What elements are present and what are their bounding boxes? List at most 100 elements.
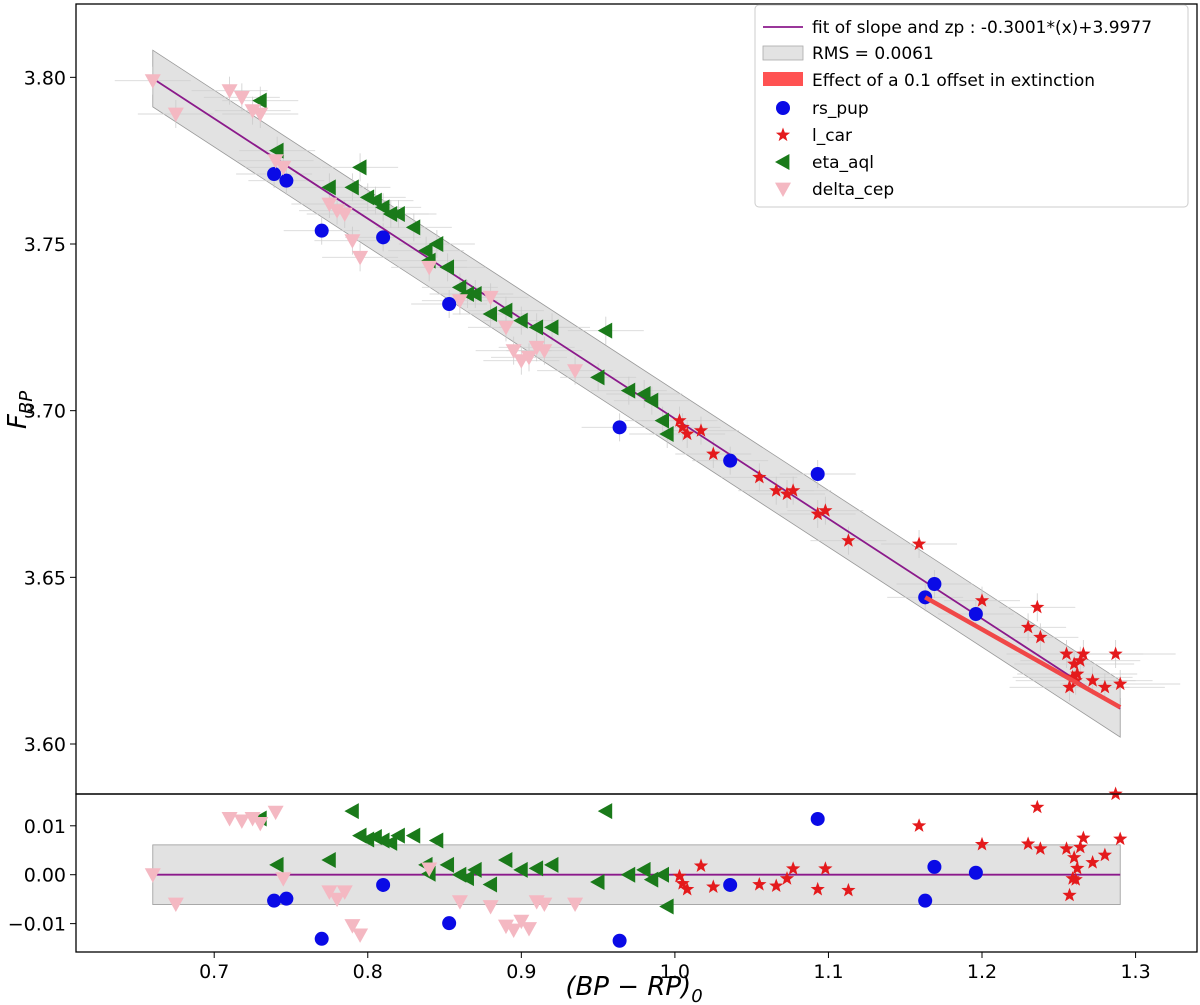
l-car-residual-point	[693, 858, 709, 872]
y-tick-label: 3.70	[24, 401, 66, 423]
l-car-residual-point	[810, 881, 825, 896]
rs-pup-point	[442, 297, 457, 311]
delta-cep-residual-point	[482, 900, 499, 915]
rs-pup-residual-point	[612, 933, 627, 948]
l-car-residual-point	[769, 878, 784, 892]
l-car-point	[1073, 653, 1088, 667]
delta-cep-point	[421, 260, 438, 276]
main-y-ticks: 3.60 3.65 3.70 3.75 3.80	[24, 67, 76, 756]
eta-aql-point	[344, 179, 359, 196]
delta-cep-residual-point	[536, 897, 553, 913]
eta-aql-residual-point	[590, 874, 605, 891]
delta-cep-point	[505, 344, 522, 359]
eta-aql-residual-point	[405, 827, 421, 844]
y-axis-label-main: F	[3, 413, 33, 429]
extinction-effect-line	[924, 595, 1122, 710]
l-car-residual-point	[786, 861, 801, 875]
eta-aql-point	[643, 392, 659, 409]
legend-rms-swatch	[762, 45, 804, 61]
delta-cep-point	[352, 250, 369, 266]
extinction-effect-segment	[924, 595, 1122, 710]
eta-aql-point	[367, 192, 382, 209]
delta-cep-point	[252, 107, 269, 122]
eta-aql-point	[252, 92, 267, 109]
delta-cep-point	[521, 350, 538, 366]
l-car-point	[672, 413, 687, 427]
eta-aql-point	[418, 242, 433, 259]
l-car-residual-point	[1076, 830, 1091, 845]
delta-cep-residual-point	[329, 892, 346, 908]
eta-aql-residual-point	[467, 861, 482, 878]
delta-cep-residual-point	[267, 805, 284, 821]
eta-aql-point	[439, 259, 455, 276]
l-car-residual-point	[1085, 855, 1100, 869]
legend-eta-aql-label: eta_aql	[812, 153, 874, 173]
delta-cep-point	[233, 90, 250, 106]
main-panel: 3.60 3.65 3.70 3.75 3.80 FBP fit of slope an…	[3, 3, 1198, 795]
eta-aql-point	[544, 319, 559, 336]
delta-cep-residual-point	[513, 914, 530, 930]
rs-pup-point	[723, 453, 738, 468]
eta-aql-point	[528, 319, 544, 336]
x-axis-label-main: (BP − RP)	[565, 972, 691, 1002]
delta-cep-point	[536, 344, 553, 359]
residual-y-ticks: −0.01 0.00 0.01	[8, 816, 76, 936]
eta-aql-residual-point	[390, 827, 405, 844]
eta-aql-point	[513, 312, 528, 329]
eta-aql-point	[620, 382, 636, 399]
residual-y-tick-label: 0.00	[24, 865, 66, 887]
residual-points	[144, 786, 1128, 948]
eta-aql-residual-point	[428, 832, 444, 849]
l-car-point	[675, 419, 690, 434]
l-car-residual-point	[911, 818, 927, 832]
x-tick-label: 1.1	[813, 961, 843, 983]
legend-rs-pup-marker	[776, 101, 790, 115]
eta-aql-point	[497, 302, 513, 319]
eta-aql-residual-point	[636, 861, 651, 878]
l-car-residual-point	[779, 871, 795, 885]
legend-eta-aql-marker	[775, 154, 790, 170]
rs-pup-residual-point	[918, 893, 933, 908]
rs-pup-residual-point	[376, 877, 391, 892]
eta-aql-residual-point	[439, 856, 455, 873]
delta-cep-point	[336, 207, 353, 222]
l-car-point	[1070, 666, 1085, 681]
eta-aql-residual-point	[544, 856, 559, 873]
delta-cep-residual-point	[497, 919, 514, 935]
eta-aql-point	[321, 179, 336, 196]
delta-cep-point	[497, 320, 514, 336]
data-points	[144, 74, 1128, 694]
rs-pup-point	[810, 467, 825, 481]
delta-cep-residual-point	[252, 816, 269, 832]
l-car-residual-point	[680, 881, 695, 896]
rs-pup-residual-point	[968, 865, 983, 880]
eta-aql-residual-point	[643, 871, 659, 888]
eta-aql-point	[590, 369, 605, 386]
l-car-residual-point	[841, 882, 856, 897]
eta-aql-point	[390, 206, 405, 222]
eta-aql-point	[482, 306, 498, 322]
rs-pup-point	[279, 173, 294, 188]
l-car-residual-point	[752, 877, 767, 891]
eta-aql-point	[428, 236, 444, 252]
l-car-point	[693, 423, 709, 437]
y-tick-label: 3.65	[24, 567, 66, 589]
l-car-point	[911, 536, 927, 551]
l-car-residual-point	[1020, 836, 1036, 850]
eta-aql-residual-point	[513, 861, 528, 878]
residual-y-tick-label: 0.01	[24, 816, 66, 838]
legend-extinction-label: Effect of a 0.1 offset in extinction	[812, 71, 1095, 91]
eta-aql-residual-point	[344, 803, 359, 820]
delta-cep-residual-point	[321, 885, 338, 900]
eta-aql-point	[659, 426, 674, 442]
l-car-point	[1108, 646, 1123, 661]
eta-aql-residual-point	[497, 852, 513, 869]
delta-cep-point	[144, 74, 161, 89]
eta-aql-point	[451, 279, 467, 296]
eta-aql-residual-point	[321, 852, 336, 869]
eta-aql-point	[375, 199, 390, 216]
l-car-point	[1030, 599, 1045, 614]
l-car-point	[1020, 619, 1036, 634]
delta-cep-point	[451, 294, 468, 309]
